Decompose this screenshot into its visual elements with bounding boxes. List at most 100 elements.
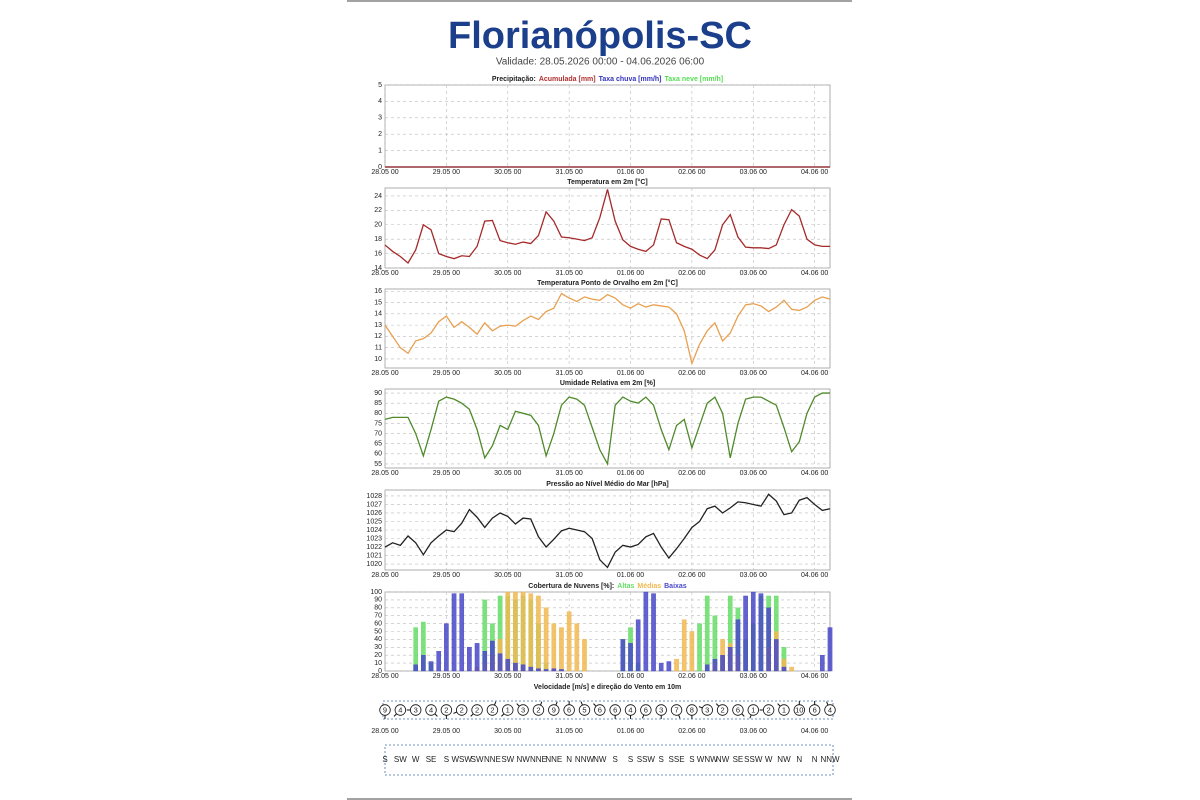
wind-direction-label: NW [516,755,530,764]
bar [482,651,488,672]
wind-speed-marker [502,704,514,716]
chart-title-text: Umidade Relativa em 2m [%] [560,380,655,387]
bar [467,647,472,672]
x-tick-label: 04.06 00 [801,728,828,735]
wind-speed-label: 6 [613,705,617,714]
x-tick-label: 01.06 00 [617,572,644,579]
wind-direction-label: NW [593,755,607,764]
wind-speed-label: 2 [444,705,448,714]
speed-frame [382,700,834,720]
direction-frame [384,744,834,776]
y-tick-label: 0 [378,668,382,675]
bar [681,619,687,672]
y-tick-label: 16 [374,250,382,257]
wind-direction-label: W [412,755,420,764]
x-tick-label: 28.05 00 [371,270,398,277]
x-tick-label: 28.05 00 [371,673,398,680]
wind-arrow [501,713,505,717]
bar [536,595,541,672]
legend-entry: Altas [617,583,634,590]
y-tick-label: 10 [374,660,382,667]
bar [766,607,771,672]
wind-speed-marker [701,704,713,716]
x-tick-label: 01.06 00 [617,370,644,377]
wind-direction-label: SW [501,755,514,764]
x-tick-label: 03.06 00 [740,673,767,680]
y-tick-label: 2 [378,131,382,138]
wind-direction-label: NNW [575,755,595,764]
y-tick-label: 18 [374,236,382,243]
bar [789,666,794,672]
wind-direction-label: N [812,755,818,764]
y-tick-label: 22 [374,207,382,214]
bar [658,662,664,672]
x-tick-label: 29.05 00 [433,270,460,277]
wind-arrow [393,713,397,717]
bar [551,668,557,672]
x-tick-label: 04.06 00 [801,572,828,579]
wind-speed-label: 1 [751,705,755,714]
x-tick-label: 30.05 00 [494,673,521,680]
wind-speed-label: 4 [429,705,433,714]
bar [551,623,557,672]
wind-speed-marker [640,704,652,716]
y-tick-label: 1020 [366,561,382,568]
wind-speed-marker [578,704,591,716]
wind-direction-label: S [382,755,387,764]
y-tick-label: 20 [374,222,382,229]
wind-direction-label: S [628,755,633,764]
bar [444,623,449,672]
bar [413,664,418,672]
line-series [384,189,830,264]
bar [474,643,480,672]
chart-title: Velocidade [m/s] e direção do Vento em 1… [534,684,681,691]
line-series [384,493,831,569]
wind-speed-label: 2 [475,705,479,714]
x-tick-label: 30.05 00 [494,470,521,477]
wind-direction-label: NNE [484,755,501,764]
y-tick-label: 1028 [366,493,382,500]
wind-speed-label: 8 [690,705,694,714]
wind-direction-label: SSE [669,755,685,764]
y-tick-label: 70 [374,613,382,620]
bar [697,623,702,672]
bar [559,669,564,672]
x-tick-label: 28.05 00 [371,572,398,579]
bar [635,619,641,672]
bar [781,666,787,672]
x-tick-label: 01.06 00 [617,728,644,735]
x-tick-label: 28.05 00 [371,370,398,377]
y-tick-label: 13 [374,322,382,329]
wind-direction-label: N [796,755,802,764]
bar [620,639,626,672]
wind-direction-label: NNW [820,755,840,764]
wind-speed-label: 3 [705,705,709,714]
y-tick-label: 3 [378,115,382,122]
wind-speed-marker [793,704,806,716]
wind-arrow [555,701,558,706]
wind-arrow [434,713,438,717]
y-tick-label: 12 [374,333,382,340]
y-tick-label: 4 [378,98,382,105]
y-tick-label: 10 [374,356,382,363]
bar [528,593,534,672]
bar [643,591,649,672]
wind-speed-marker [563,704,575,716]
wind-arrow [749,714,752,719]
x-tick-label: 30.05 00 [494,169,521,176]
wind-speed-marker [732,704,744,716]
legend-entry: Taxa neve [mm/h] [665,76,724,83]
bar [712,658,718,672]
bar [674,658,679,672]
wind-speed-label: 7 [674,705,678,714]
bar [436,651,442,672]
y-tick-label: 70 [374,430,382,437]
bar [566,611,572,672]
bar [520,664,526,672]
wind-speed-marker [532,704,545,716]
wind-direction-label: S [689,755,694,764]
chart-title: Precipitação: Acumulada [mm] Taxa chuva [m… [492,76,723,83]
x-tick-label: 29.05 00 [433,470,460,477]
bar [490,640,495,672]
y-tick-label: 60 [374,620,382,627]
